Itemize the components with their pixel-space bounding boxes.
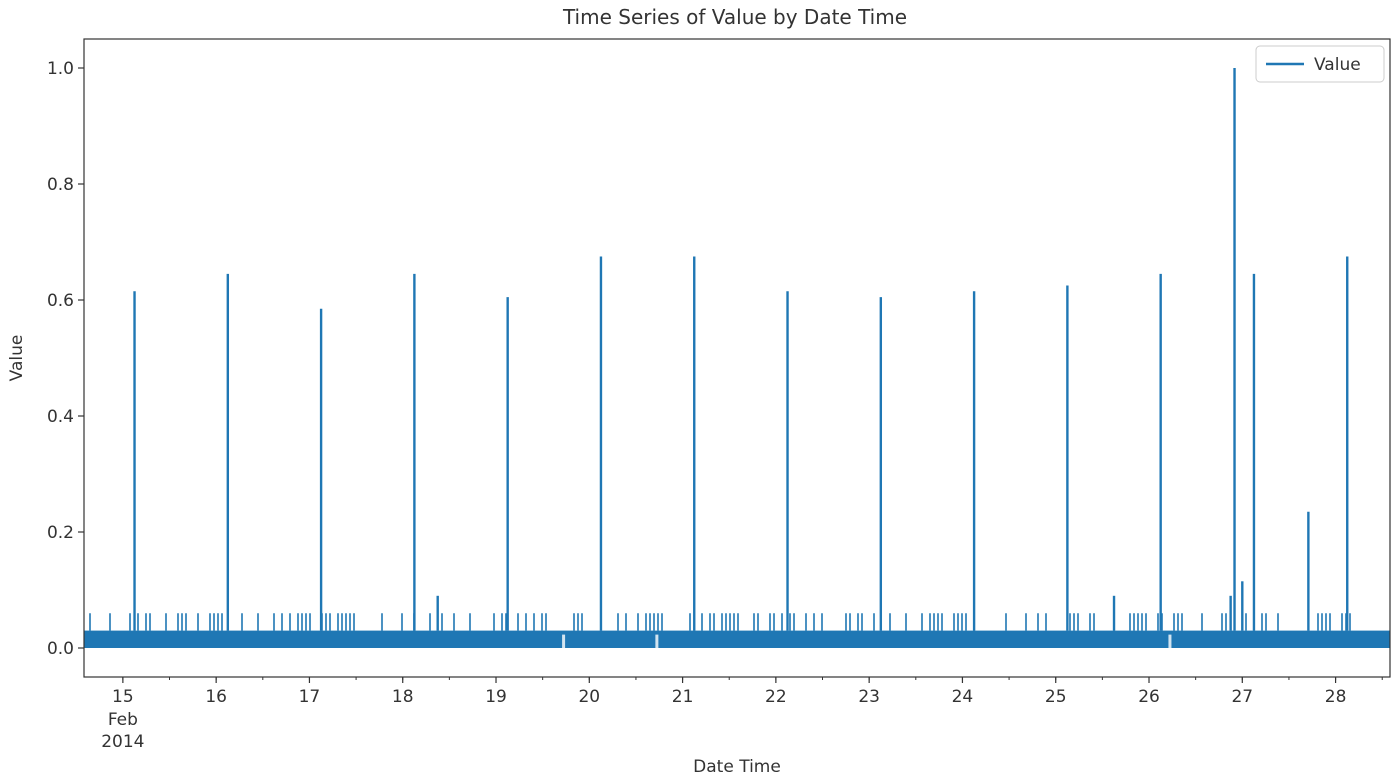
series-value-line	[84, 68, 1390, 648]
x-tick-label: 20	[578, 687, 600, 707]
x-tick-label: 28	[1325, 687, 1347, 707]
x-tick-label: 26	[1138, 687, 1160, 707]
x-tick-label: 24	[952, 687, 974, 707]
series-small-spikes	[89, 613, 1351, 631]
x-tick-label: 19	[485, 687, 507, 707]
legend-box	[1255, 45, 1385, 83]
x-tick-sublabel: 2014	[101, 732, 144, 752]
legend: Value	[1255, 45, 1385, 83]
series-gap	[1168, 634, 1172, 648]
series-baseline-band	[84, 630, 1390, 648]
y-axis-label: Value	[7, 335, 27, 382]
y-axis: 0.0 0.2 0.4 0.6 0.8 1.0	[47, 59, 84, 659]
chart-title: Time Series of Value by Date Time	[562, 5, 907, 29]
y-tick-label: 0.0	[47, 639, 74, 659]
x-tick-label: 25	[1045, 687, 1067, 707]
series-gap	[562, 634, 566, 648]
y-tick-label: 0.2	[47, 523, 74, 543]
x-tick-label: 23	[858, 687, 880, 707]
y-tick-label: 0.4	[47, 407, 74, 427]
x-tick-label: 21	[672, 687, 694, 707]
x-tick-label: 22	[765, 687, 787, 707]
y-tick-label: 0.6	[47, 291, 74, 311]
y-tick-label: 0.8	[47, 175, 74, 195]
legend-entry-value: Value	[1314, 55, 1361, 75]
x-tick-label: 15	[112, 687, 134, 707]
x-tick-label: 27	[1231, 687, 1253, 707]
x-axis-label: Date Time	[693, 757, 781, 777]
x-tick-label: 16	[205, 687, 227, 707]
x-tick-label: 18	[392, 687, 414, 707]
x-tick-label: 17	[299, 687, 321, 707]
plot-frame	[83, 38, 1391, 678]
series-gap	[655, 634, 659, 648]
y-tick-label: 1.0	[47, 59, 74, 79]
x-tick-sublabel: Feb	[108, 710, 138, 730]
